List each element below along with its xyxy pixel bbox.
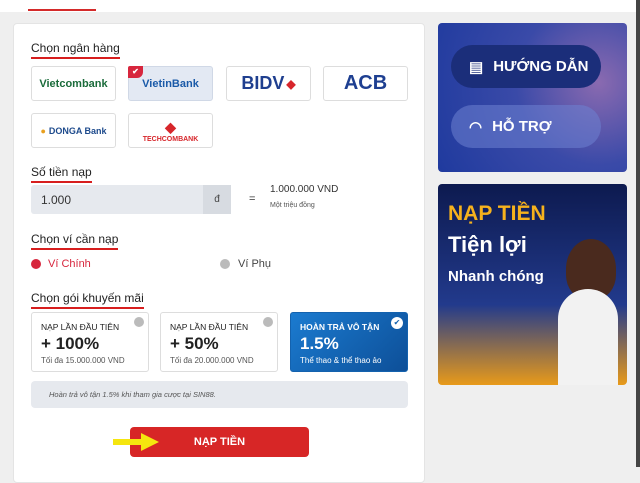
promo-value: + 50%	[170, 334, 219, 353]
promo-title: HOÀN TRẢ VÔ TẬN	[300, 322, 380, 332]
check-icon: ✔	[128, 66, 143, 78]
techcombank-logo-icon: ◆	[165, 118, 176, 135]
promo-card[interactable]: NẠP LẦN ĐẦU TIÊN + 50% Tối đa 20.000.000 V…	[160, 312, 278, 372]
bank-label: ACB	[343, 72, 388, 94]
bank-label: TECHCOMBANK	[142, 135, 199, 143]
guide-button[interactable]: ▤ HƯỚNG DẪN	[451, 45, 601, 88]
radio-main-wallet[interactable]	[31, 259, 41, 269]
amount-in-words: Một triệu đồng	[270, 202, 315, 209]
promo-title: NẠP LẦN ĐẦU TIÊN	[41, 322, 120, 332]
promo-sub: Thể thao & thể thao ảo	[300, 356, 382, 365]
section-bank-heading: Chọn ngân hàng	[31, 41, 120, 59]
window-border	[636, 0, 640, 467]
promo-banner[interactable]: NẠP TIỀN Tiện lợi Nhanh chóng	[438, 184, 627, 385]
equals-sign: =	[249, 193, 256, 205]
woman-body-image	[558, 289, 618, 385]
radio-icon	[134, 317, 144, 327]
top-bar	[0, 0, 640, 12]
banner-line2: Tiện lợi	[448, 232, 527, 257]
bank-label: BIDV	[241, 73, 285, 93]
section-amount-heading: Số tiền nạp	[31, 165, 92, 183]
banner-line1: NẠP TIỀN	[448, 202, 546, 225]
support-icon: ◠	[469, 118, 483, 136]
guide-label: HƯỚNG DẪN	[493, 58, 589, 75]
bank-label: Vietcombank	[39, 77, 108, 90]
promo-value: + 100%	[41, 334, 100, 353]
support-button[interactable]: ◠ HỖ TRỢ	[451, 105, 601, 148]
section-wallet-heading: Chọn ví cần nạp	[31, 232, 119, 250]
radio-icon	[263, 317, 273, 327]
bank-donga[interactable]: ● DONGA Bank	[31, 113, 116, 148]
promo-value: 1.5%	[300, 334, 339, 353]
promo-card[interactable]: NẠP LẦN ĐẦU TIÊN + 100% Tối đa 15.000.000 …	[31, 312, 149, 372]
wallet-sub-label[interactable]: Ví Phụ	[238, 258, 272, 270]
banner-line3: Nhanh chóng	[448, 268, 544, 285]
bank-acb[interactable]: ACB	[323, 66, 408, 101]
promo-note: Hoàn trả vô tận 1.5% khi tham gia cược t…	[31, 381, 408, 408]
bank-techcombank[interactable]: ◆ TECHCOMBANK	[128, 113, 213, 148]
bank-bidv[interactable]: BIDV ◆	[226, 66, 311, 101]
promo-card-selected[interactable]: ✔ HOÀN TRẢ VÔ TẬN 1.5% Thể thao & thể thao …	[290, 312, 408, 372]
guide-icon: ▤	[469, 58, 484, 76]
bank-vietinbank[interactable]: ✔ VietinBank	[128, 66, 213, 101]
section-promo-heading: Chọn gói khuyến mãi	[31, 291, 144, 309]
promo-sub: Tối đa 20.000.000 VND	[170, 356, 254, 365]
bank-label: VietinBank	[142, 77, 199, 90]
arrow-right-icon	[113, 433, 159, 451]
amount-value: 1.000	[41, 193, 72, 207]
converted-amount: 1.000.000 VND	[270, 184, 339, 195]
amount-input[interactable]: 1.000 đ	[31, 185, 231, 214]
bank-label: DONGA Bank	[48, 125, 107, 136]
promo-title: NẠP LẦN ĐẦU TIÊN	[170, 322, 249, 332]
wallet-main-label[interactable]: Ví Chính	[48, 258, 91, 270]
check-icon: ✔	[391, 317, 403, 329]
donga-logo-icon: ●	[40, 125, 46, 136]
deposit-button[interactable]: NẠP TIỀN	[130, 427, 309, 457]
currency-unit: đ	[203, 185, 231, 214]
bank-vietcombank[interactable]: Vietcombank	[31, 66, 116, 101]
promo-sub: Tối đa 15.000.000 VND	[41, 356, 125, 365]
bidv-logo-icon: ◆	[286, 76, 296, 91]
support-label: HỖ TRỢ	[492, 118, 552, 135]
radio-sub-wallet[interactable]	[220, 259, 230, 269]
active-tab-indicator	[28, 9, 96, 11]
help-panel: ▤ HƯỚNG DẪN ◠ HỖ TRỢ	[438, 23, 627, 172]
